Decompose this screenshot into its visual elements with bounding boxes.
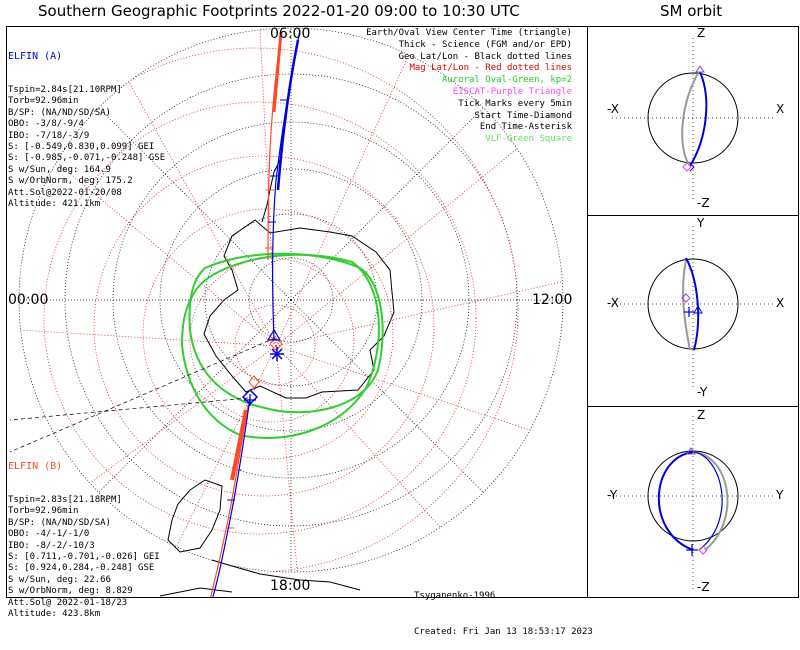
mag-meridians [19,28,563,572]
elfin-b-info-line: S: [0.711,-0.701,-0.026] GEI [8,552,160,563]
elfin-a-info-line: S w/OrbNorm, deg: 175.2 [8,176,133,187]
elfin-b-title: ELFIN (B) [8,460,63,472]
view-line-b [9,397,249,421]
geo-meridians [19,28,563,572]
orbit2-right-label: X [776,296,785,310]
elfin-b-info-line: IBO: -8/-2/-10/3 [8,540,95,551]
elfin-b-footprint [210,31,283,597]
orbit1-top-label: Z [697,26,706,40]
orbit-plot-xz [612,38,776,200]
legend-item: Earth/Oval View Center Time (triangle) [366,28,572,38]
elfin-a-info-line: OBO: -3/8/-9/4 [8,119,84,130]
elfin-a-title: ELFIN (A) [8,50,63,62]
lt-label-top: 06:00 [270,26,311,42]
elfin-b-info-line: Torb=92.96min [8,506,79,517]
orbit-title: SM orbit [660,2,723,20]
elfin-a-view-triangle [266,328,282,341]
view-line-a [9,337,276,453]
orbit-panel-yz [587,406,799,598]
orbit1-right-label: X [776,102,785,116]
orbit2-top-label: Y [697,216,705,230]
globe-boundary [18,27,564,573]
footprint-map [9,27,776,597]
elfin-a-info-line: Att.Sol@2022-01-20/08 [8,187,122,198]
elfin-a-info-line: Altitude: 421.1km [8,199,101,210]
antarctica-landmass [159,159,395,597]
elfin-a-info-line: B/SP: (NA/ND/SD/SA) [8,107,111,118]
elfin-a-info-line: IBO: -7/18/-3/9 [8,130,90,141]
elfin-b-info-line: S: [0.924,0.284,-0.248] GSE [8,563,155,574]
elfin-b-end-asterisk [244,394,256,406]
elfin-a-info-line: S w/Sun, deg: 164.9 [8,164,111,175]
footer-info: Tsyganenko-1996 Created: Fri Jan 13 18:5… [414,566,593,650]
legend-item: Thick - Science (FGM and/or EPD) [398,39,572,50]
elfin-b-info-line: S w/Sun, deg: 22.66 [8,574,111,585]
model-name: Tsyganenko-1996 [414,591,496,601]
map-title: Southern Geographic Footprints 2022-01-2… [38,2,520,20]
legend-item: Start Time-Diamond [474,110,572,121]
legend-item: EISCAT-Purple Triangle [452,86,572,97]
elfin-b-end-diamond [248,375,260,389]
lt-label-left: 00:00 [8,292,49,308]
elfin-b-tick-marks [226,189,274,529]
legend-item: Tick Marks every 5min [458,98,572,109]
orbit3-bottom-label: -Z [697,580,710,594]
map-legend: Earth/Oval View Center Time (triangle) Th… [366,28,572,146]
elfin-a-end-asterisk [270,347,284,361]
elfin-a-info-line: S: [-0.549,0.830,0.099] GEI [8,142,155,153]
lt-label-right: 12:00 [532,292,573,308]
legend-item: End Time-Asterisk [479,122,572,133]
created-timestamp: Created: Fri Jan 13 18:53:17 2023 [414,627,593,637]
orbit3-top-label: Z [697,408,706,422]
elfin-b-info-line: Att.Sol@ 2022-01-18/23 [8,597,128,608]
orbit-plot-xy [612,226,776,390]
orbit2-left-label: -X [607,296,619,310]
elfin-b-info-line: S w/OrbNorm, deg: 8.829 [8,586,133,597]
orbit3-right-label: Y [776,488,784,502]
orbit1-left-label: -X [607,102,619,116]
elfin-b-info: ELFIN (B) Tspin=2.83s[21.18RPM] Torb=92.9… [8,438,160,632]
legend-item: VLF-Green Square [485,134,572,145]
elfin-a-info: ELFIN (A) Tspin=2.84s[21.10RPM] Torb=92.9… [8,28,165,222]
elfin-a-tick-marks [227,99,288,501]
lt-label-bottom: 18:00 [270,578,311,594]
elfin-a-footprint [212,29,301,597]
orbit2-bottom-label: -Y [697,385,708,399]
orbit3-left-label: -Y [607,488,618,502]
orbit1-bottom-label: -Z [697,196,710,210]
auroral-oval [180,252,384,439]
orbit-plot-yz [612,416,776,590]
elfin-a-info-line: S: [-0.985,-0.071,-0.248] GSE [8,153,166,164]
legend-item: Auroral Oval-Green, kp=2 [441,75,572,86]
elfin-a-info-line: Torb=92.96min [8,96,79,107]
elfin-b-info-line: B/SP: (NA/ND/SD/SA) [8,517,111,528]
elfin-a-info-line: Tspin=2.84s[21.10RPM] [8,85,122,96]
elfin-b-start-diamond [269,337,283,351]
elfin-b-info-line: Tspin=2.83s[21.18RPM] [8,495,122,506]
elfin-b-info-line: Altitude: 423.8km [8,609,101,620]
legend-item: Geo Lat/Lon - Black dotted lines [398,51,572,62]
legend-item: Mag Lat/Lon - Red dotted lines [409,63,572,74]
elfin-b-info-line: OBO: -4/-1/-1/0 [8,529,90,540]
